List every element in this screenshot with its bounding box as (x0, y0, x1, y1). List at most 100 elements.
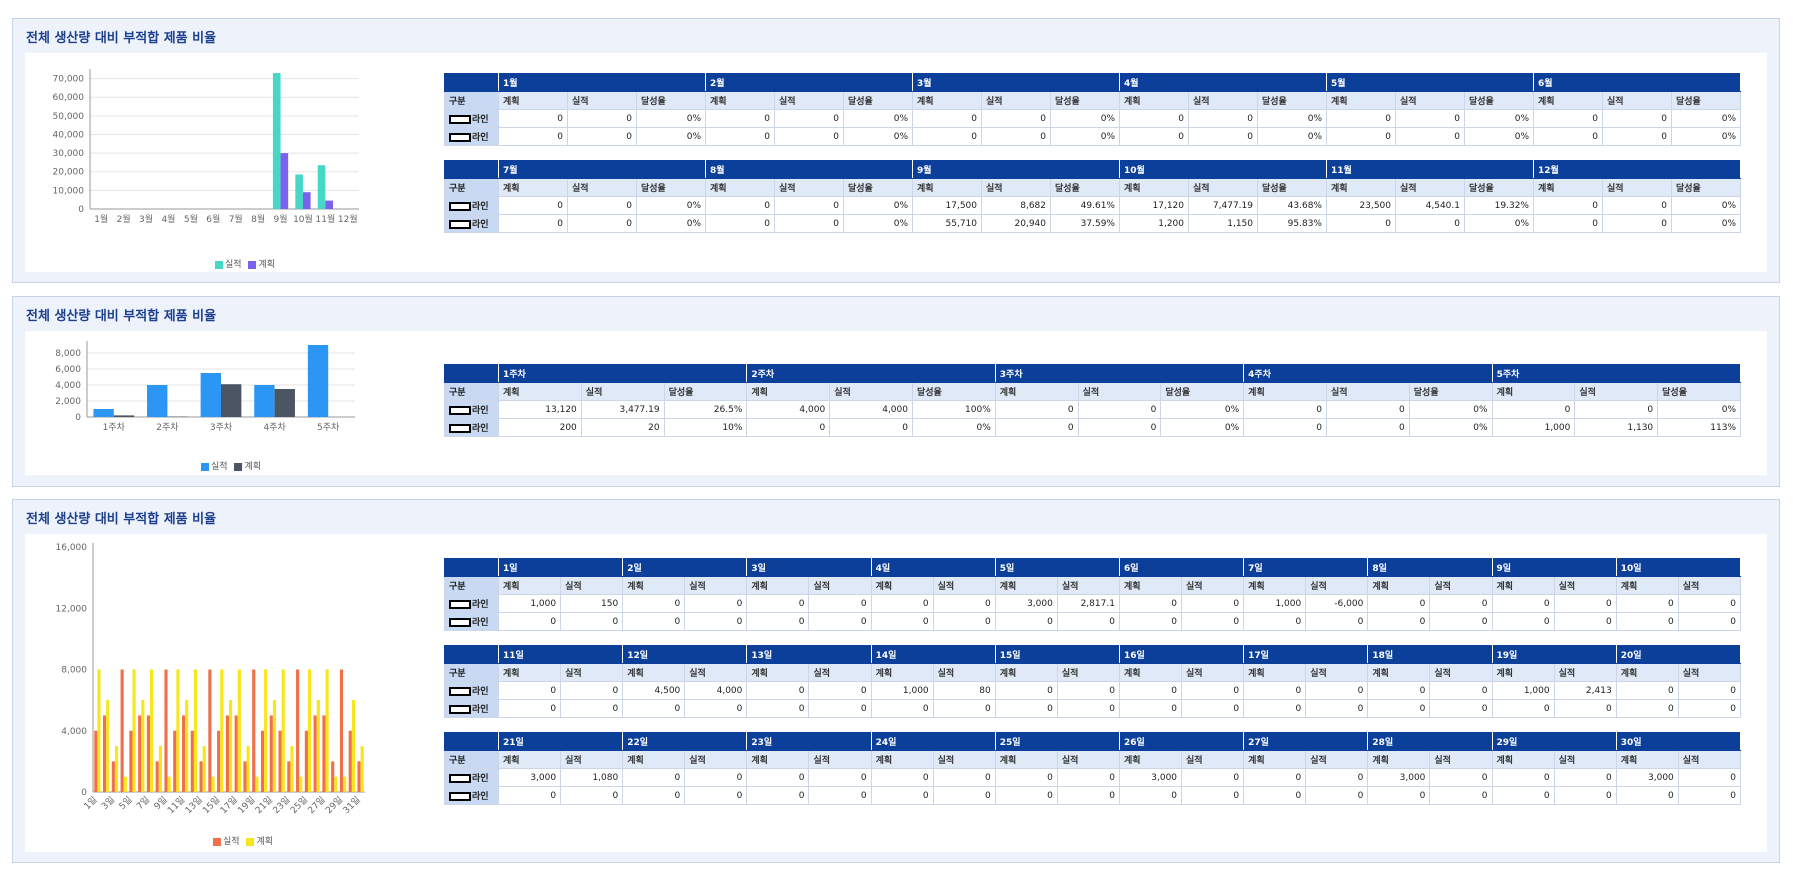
section-title: 전체 생산량 대비 부적합 제품 비율 (26, 512, 217, 527)
value-cell: 0 (774, 196, 844, 215)
value-cell: 0 (1553, 786, 1617, 805)
sub-header: 달성율 (843, 178, 913, 197)
value-cell: 0 (1553, 594, 1617, 613)
x-tick-label: 29일 (323, 794, 345, 816)
bar-실적 (307, 345, 329, 417)
bar-실적 (295, 174, 303, 209)
value-cell: 0 (1491, 699, 1555, 718)
value-cell: 1,130 (1574, 418, 1659, 437)
table-row: 라인 1,000 150 0 0 0 0 0 0 3,000 2,817.1 0 0 1,000 -6,00… (444, 594, 1742, 613)
period-header: 2일 (622, 558, 748, 577)
period-header: 12일 (622, 645, 748, 664)
sub-header: 실적 (1325, 382, 1410, 401)
period-header: 15일 (994, 645, 1120, 664)
bar-실적 (225, 715, 229, 792)
value-cell: 0 (808, 594, 872, 613)
sub-header: 실적 (1429, 576, 1493, 595)
value-cell: 0 (1395, 214, 1465, 233)
sub-header-row: 구분 계획 실적 계획 실적 계획 실적 계획 실적 계획 실적 계획 실적 계획 실적 계획 실적 계획 실적 계획… (444, 576, 1742, 595)
legend-label: 실적 (225, 260, 242, 270)
bar-실적 (164, 669, 168, 792)
category-header: 구분 (444, 178, 499, 197)
line-name-box (449, 424, 471, 433)
value-cell: 0% (1408, 418, 1493, 437)
value-cell: 0 (1615, 699, 1679, 718)
value-cell: 0 (870, 699, 934, 718)
x-tick-label: 10월 (293, 213, 313, 225)
y-tick-label: 2,000 (55, 397, 81, 407)
x-tick-label: 3월 (139, 213, 153, 225)
value-cell: 0 (994, 786, 1058, 805)
value-cell: 0 (932, 699, 996, 718)
table-row: 라인 0 0 0 0 0 0 0 0 0 0 0 0 0 0 0 0 0 0 0 0 (444, 699, 1742, 718)
period-header: 8월 (705, 160, 913, 179)
value-cell: 0 (1056, 699, 1120, 718)
corner-cell (444, 364, 499, 383)
period-header-row: 11일 12일 13일 14일 15일 16일 17일 18일 19일 20일 (444, 645, 1742, 664)
value-cell: 0 (870, 612, 934, 631)
sub-header: 계획 (497, 750, 562, 769)
sub-header: 실적 (1429, 663, 1493, 682)
value-cell: 0 (684, 612, 748, 631)
y-tick-label: 50,000 (53, 112, 85, 122)
sub-header: 계획 (1491, 663, 1555, 682)
value-cell: 100% (911, 400, 996, 419)
week-table: 1주차 2주차 3주차 4주차 5주차 구분 계획 실적 달성율 계획 실적 달성율 계획 실적 달성율 계획… (444, 364, 1742, 437)
sub-header: 계획 (498, 382, 582, 401)
line-label-cell: 라인 (444, 400, 499, 419)
value-cell: 1,150 (1188, 214, 1258, 233)
x-tick-label: 3주차 (210, 421, 233, 433)
x-tick-label: 3일 (99, 794, 117, 812)
sub-header: 계획 (870, 750, 934, 769)
sub-header: 달성율 (1657, 382, 1741, 401)
bar-실적 (147, 385, 168, 417)
sub-header: 계획 (1119, 91, 1189, 110)
bar-계획 (280, 153, 289, 209)
value-cell: 0 (1118, 699, 1183, 718)
legend-swatch (201, 462, 209, 471)
bar-계획 (193, 669, 198, 792)
sub-header: 달성율 (1671, 91, 1741, 110)
legend-swatch (234, 462, 243, 471)
x-tick-label: 9월 (274, 213, 288, 225)
bar-계획 (351, 700, 355, 792)
period-header-row: 7월 8월 9월 10월 11월 12월 (444, 160, 1741, 179)
value-cell: 0 (1119, 127, 1189, 146)
x-tick-label: 7월 (229, 213, 243, 225)
period-header: 23일 (746, 732, 872, 751)
sub-header: 실적 (684, 750, 748, 769)
table-row: 라인 0 0 4,500 4,000 0 0 1,000 80 0 0 0 0 0 0 0 0 1,000 2,41… (444, 681, 1742, 700)
value-cell: 0 (497, 786, 562, 805)
value-cell: 3,000 (1615, 768, 1679, 787)
sub-header: 실적 (560, 750, 624, 769)
sub-header: 실적 (1677, 576, 1742, 595)
value-cell: 0 (1677, 786, 1742, 805)
sub-header: 실적 (932, 576, 996, 595)
sub-header: 실적 (829, 382, 913, 401)
value-cell: 0 (1615, 612, 1679, 631)
chart-legend: 실적 계획 (209, 834, 273, 847)
bar-실적 (120, 669, 124, 792)
sub-header: 실적 (684, 663, 748, 682)
value-cell: 0 (870, 594, 934, 613)
period-header: 11월 (1326, 160, 1534, 179)
sub-header-row: 구분 계획 실적 달성율 계획 실적 달성율 계획 실적 달성율 계획 실적 달성율 계획 실적 달성율 (444, 382, 1741, 401)
value-cell: 3,000 (994, 594, 1058, 613)
value-cell: -6,000 (1305, 594, 1369, 613)
sub-header: 실적 (1553, 576, 1617, 595)
bar-계획 (106, 700, 110, 792)
value-cell: 0 (622, 768, 686, 787)
day-table-3: 21일 22일 23일 24일 25일 26일 27일 28일 29일 30일 구분 계획 실적 계획 실적… (444, 732, 1742, 805)
day-table-2: 11일 12일 13일 14일 15일 16일 17일 18일 19일 20일 구분 계획 실적 계획 실적… (444, 645, 1742, 718)
value-cell: 0 (746, 612, 810, 631)
bar-계획 (132, 669, 136, 792)
value-cell: 0 (560, 786, 624, 805)
period-header: 25일 (994, 732, 1120, 751)
y-tick-label: 4,000 (61, 727, 87, 737)
bar-계획 (211, 776, 215, 792)
value-cell: 0 (1243, 681, 1307, 700)
y-tick-label: 0 (75, 413, 81, 423)
value-cell: 0 (1367, 612, 1431, 631)
x-tick-label: 31일 (341, 794, 363, 816)
sub-header: 실적 (1188, 91, 1258, 110)
